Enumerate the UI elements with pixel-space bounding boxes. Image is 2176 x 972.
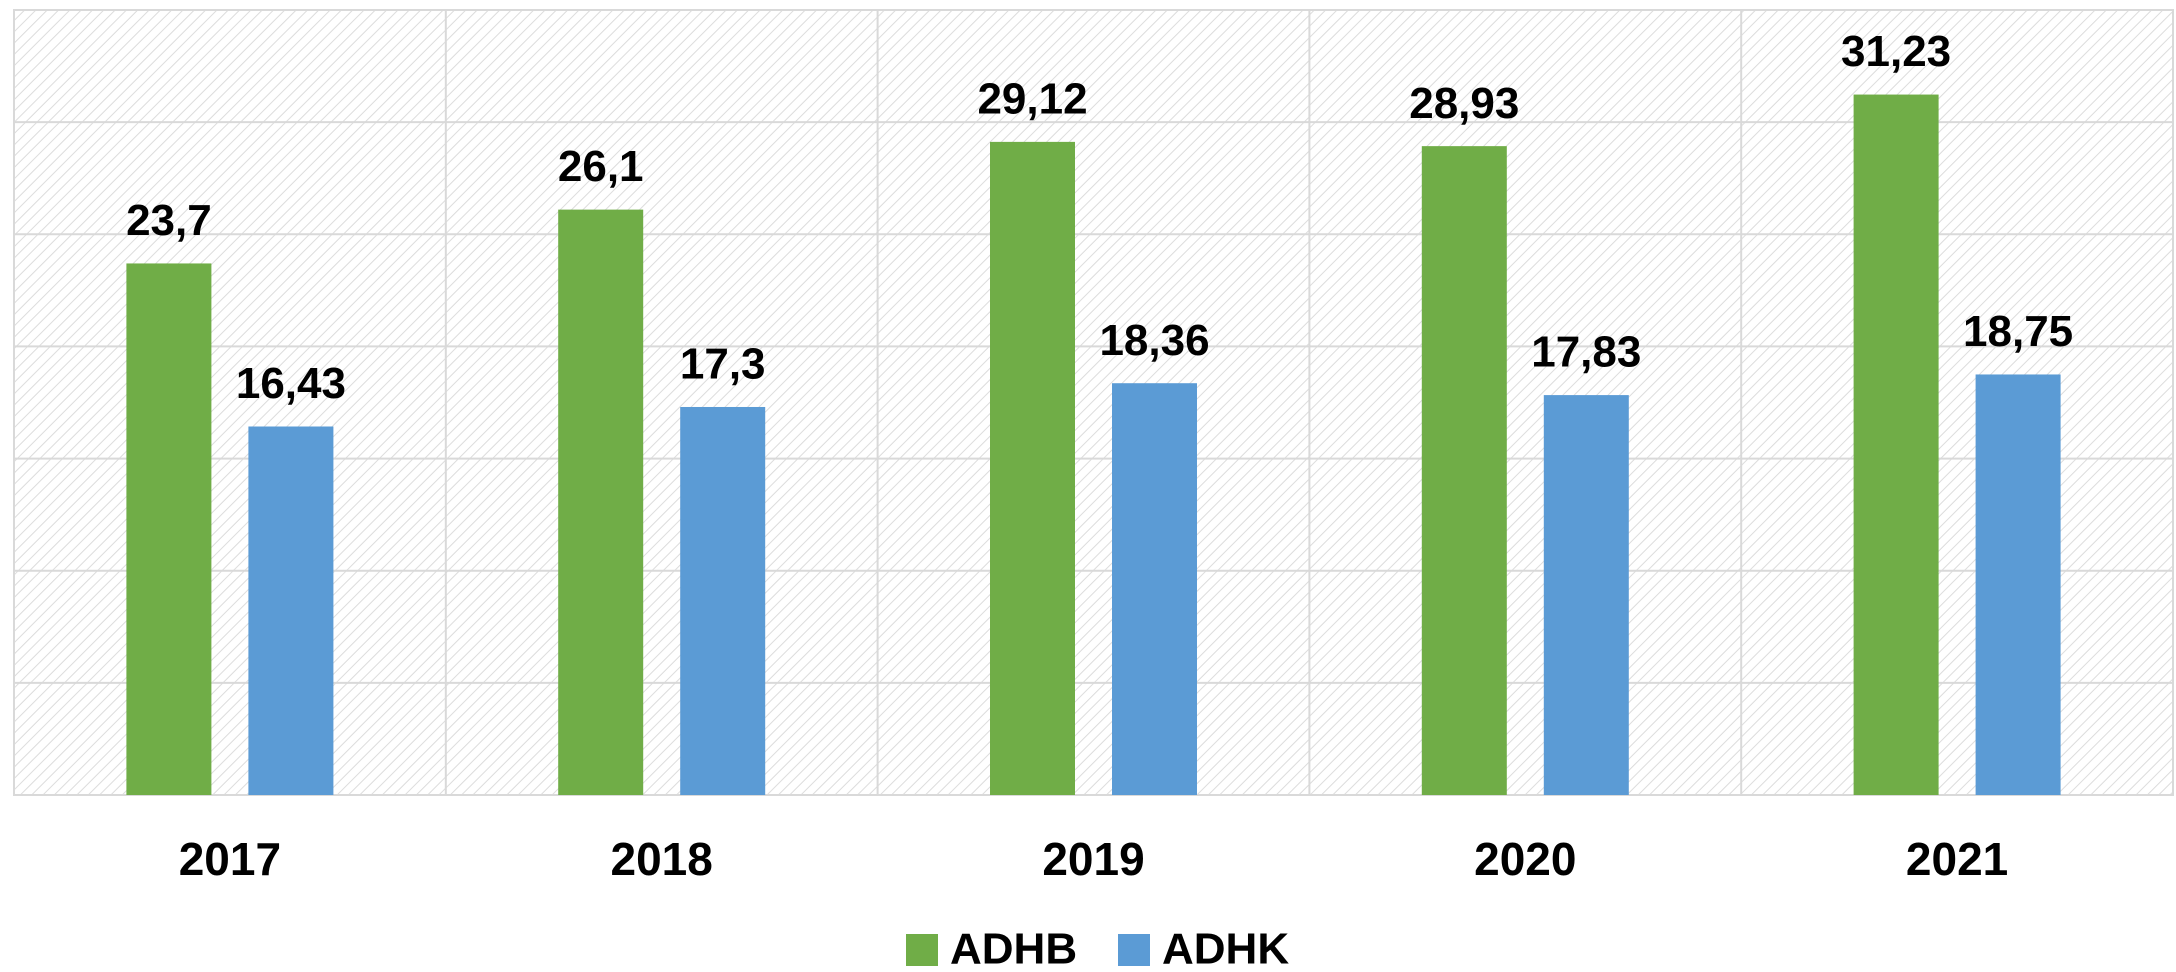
legend-swatch	[906, 934, 938, 966]
x-tick-label: 2021	[1906, 833, 2008, 885]
bar	[558, 209, 644, 796]
x-tick-label: 2018	[611, 833, 713, 885]
bar	[248, 426, 334, 795]
bar	[1975, 374, 2061, 795]
data-label: 17,3	[680, 340, 766, 389]
bar	[126, 263, 212, 795]
data-label: 18,75	[1963, 307, 2073, 356]
data-label: 28,93	[1409, 79, 1519, 128]
data-label: 29,12	[977, 75, 1087, 124]
bar	[990, 141, 1075, 795]
data-label: 16,43	[236, 359, 346, 408]
data-label: 31,23	[1841, 27, 1951, 76]
x-tick-label: 2020	[1474, 833, 1576, 885]
bar	[1421, 146, 1507, 796]
bar	[1853, 94, 1939, 795]
bar	[680, 406, 766, 795]
legend-label: ADHB	[950, 925, 1077, 972]
x-tick-label: 2017	[179, 833, 281, 885]
legend-label: ADHK	[1162, 925, 1289, 972]
legend-swatch	[1118, 934, 1150, 966]
data-label: 23,7	[126, 196, 212, 245]
x-tick-label: 2019	[1042, 833, 1144, 885]
bar	[1543, 395, 1629, 795]
bar	[1112, 383, 1197, 795]
data-label: 26,1	[558, 142, 644, 191]
data-label: 17,83	[1531, 328, 1641, 377]
data-label: 18,36	[1099, 316, 1209, 365]
plot-area	[13, 9, 2174, 796]
